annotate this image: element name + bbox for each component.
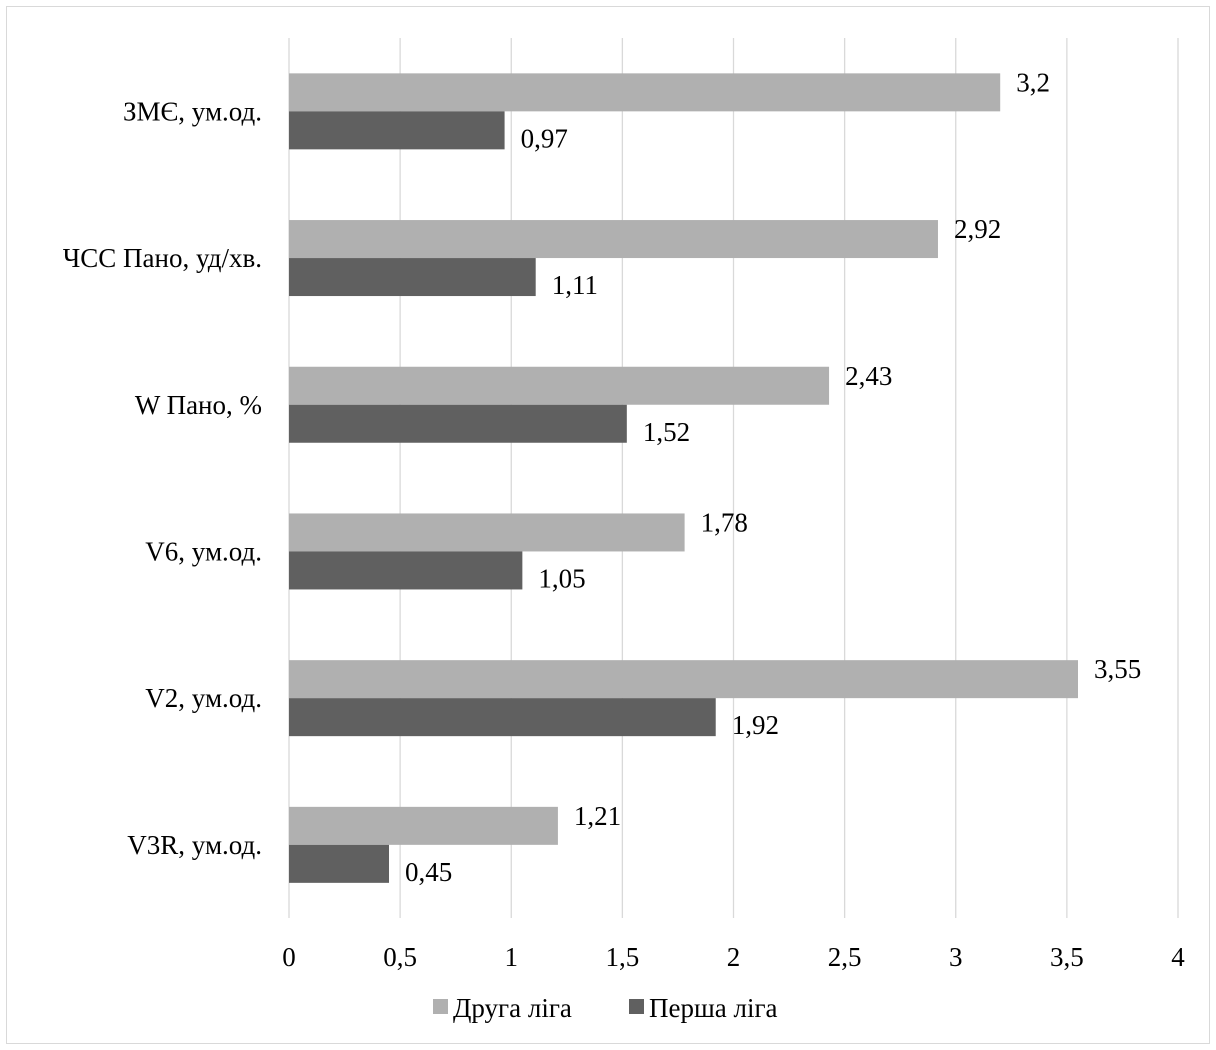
x-tick-labels: 0 0,5 1 1,5 2 2,5 3 3,5 4 bbox=[282, 942, 1185, 972]
grid-lines bbox=[288, 38, 1179, 918]
x-tick-label: 3,5 bbox=[1050, 942, 1084, 972]
legend-swatch bbox=[433, 999, 448, 1014]
data-label: 1,21 bbox=[574, 801, 621, 831]
bar-druha-liha bbox=[289, 513, 685, 552]
bar-persha-liha bbox=[289, 844, 390, 883]
x-tick-label: 2 bbox=[727, 942, 741, 972]
category-label: V2, ум.од. bbox=[145, 683, 262, 713]
bar-persha-liha bbox=[289, 551, 523, 590]
legend-label: Друга ліга bbox=[453, 993, 572, 1023]
category-label: V6, ум.од. bbox=[145, 536, 262, 566]
data-label: 1,92 bbox=[732, 710, 779, 740]
data-label: 2,92 bbox=[954, 214, 1001, 244]
x-tick-label: 1 bbox=[505, 942, 519, 972]
data-label: 3,55 bbox=[1094, 654, 1141, 684]
bar-druha-liha bbox=[289, 806, 558, 845]
bar-persha-liha bbox=[289, 404, 627, 443]
category-label: ЗМЄ, ум.од. bbox=[123, 96, 262, 126]
data-label: 1,11 bbox=[552, 270, 598, 300]
legend: Друга ліга Перша ліга bbox=[433, 993, 778, 1023]
bar-druha-liha bbox=[289, 366, 830, 405]
x-tick-label: 4 bbox=[1171, 942, 1185, 972]
data-label: 0,97 bbox=[521, 123, 568, 153]
category-label: W Пано, % bbox=[135, 390, 262, 420]
x-tick-label: 0,5 bbox=[383, 942, 417, 972]
x-tick-label: 1,5 bbox=[606, 942, 640, 972]
legend-swatch bbox=[629, 999, 644, 1014]
bar-persha-liha bbox=[289, 258, 536, 297]
x-tick-label: 2,5 bbox=[828, 942, 862, 972]
data-label: 1,05 bbox=[538, 563, 585, 593]
bar-druha-liha bbox=[289, 660, 1078, 699]
bar-persha-liha bbox=[289, 111, 505, 150]
x-tick-label: 0 bbox=[282, 942, 296, 972]
category-label: ЧСС Пано, уд/хв. bbox=[63, 243, 262, 273]
category-label: V3R, ум.од. bbox=[127, 830, 262, 860]
bars bbox=[289, 73, 1078, 883]
data-label: 2,43 bbox=[845, 361, 892, 391]
data-label: 1,78 bbox=[701, 507, 748, 537]
category-labels: ЗМЄ, ум.од. ЧСС Пано, уд/хв. W Пано, % V6, … bbox=[63, 96, 262, 860]
x-tick-label: 3 bbox=[949, 942, 963, 972]
data-label: 1,52 bbox=[643, 417, 690, 447]
bar-druha-liha bbox=[289, 73, 1001, 112]
legend-label: Перша ліга bbox=[649, 993, 778, 1023]
bar-druha-liha bbox=[289, 220, 938, 259]
data-labels: 3,2 0,97 2,92 1,11 2,43 1,52 1,78 1,05 3,55 1,92 1… bbox=[405, 67, 1141, 887]
data-label: 3,2 bbox=[1016, 67, 1050, 97]
bar-persha-liha bbox=[289, 698, 716, 737]
data-label: 0,45 bbox=[405, 857, 452, 887]
